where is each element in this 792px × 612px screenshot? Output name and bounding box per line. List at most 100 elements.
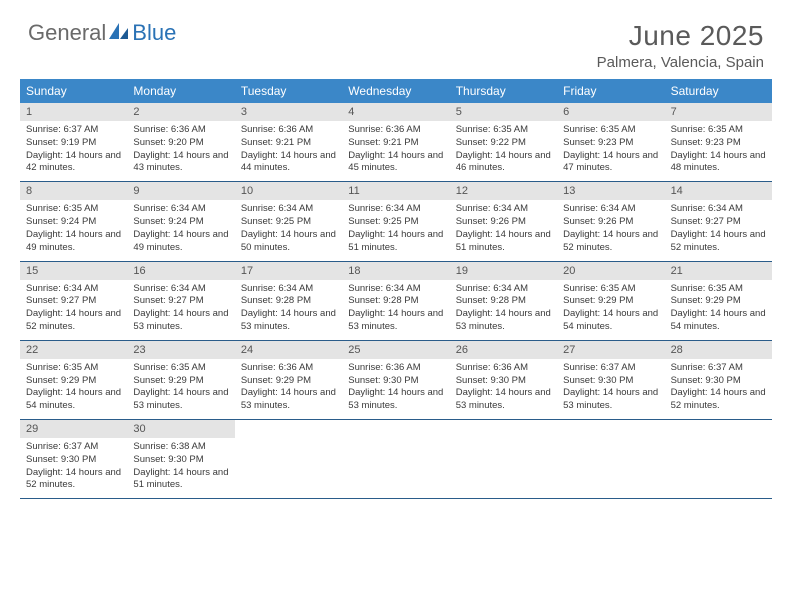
day-body: Sunrise: 6:37 AMSunset: 9:30 PMDaylight:… [665, 359, 772, 419]
day-sunrise: Sunrise: 6:35 AM [26, 362, 121, 375]
day-body: Sunrise: 6:34 AMSunset: 9:27 PMDaylight:… [665, 200, 772, 260]
day-body: Sunrise: 6:38 AMSunset: 9:30 PMDaylight:… [127, 438, 234, 498]
day-cell: 7Sunrise: 6:35 AMSunset: 9:23 PMDaylight… [665, 103, 772, 181]
day-number: 24 [235, 341, 342, 359]
day-sunrise: Sunrise: 6:34 AM [563, 203, 658, 216]
day-body: Sunrise: 6:34 AMSunset: 9:28 PMDaylight:… [235, 280, 342, 340]
day-sunset: Sunset: 9:29 PM [26, 375, 121, 388]
day-sunrise: Sunrise: 6:36 AM [241, 124, 336, 137]
day-sunset: Sunset: 9:27 PM [671, 216, 766, 229]
day-body: Sunrise: 6:35 AMSunset: 9:24 PMDaylight:… [20, 200, 127, 260]
day-daylight: Daylight: 14 hours and 51 minutes. [456, 229, 551, 255]
day-body: Sunrise: 6:34 AMSunset: 9:28 PMDaylight:… [450, 280, 557, 340]
day-body: Sunrise: 6:36 AMSunset: 9:29 PMDaylight:… [235, 359, 342, 419]
day-daylight: Daylight: 14 hours and 53 minutes. [241, 387, 336, 413]
day-number: 5 [450, 103, 557, 121]
day-body: Sunrise: 6:34 AMSunset: 9:27 PMDaylight:… [20, 280, 127, 340]
day-number: 14 [665, 182, 772, 200]
location-text: Palmera, Valencia, Spain [597, 54, 764, 71]
day-cell: 9Sunrise: 6:34 AMSunset: 9:24 PMDaylight… [127, 182, 234, 260]
day-sunrise: Sunrise: 6:34 AM [133, 203, 228, 216]
day-sunset: Sunset: 9:23 PM [671, 137, 766, 150]
day-daylight: Daylight: 14 hours and 54 minutes. [26, 387, 121, 413]
day-body: Sunrise: 6:37 AMSunset: 9:30 PMDaylight:… [20, 438, 127, 498]
day-body: Sunrise: 6:34 AMSunset: 9:25 PMDaylight:… [235, 200, 342, 260]
day-sunset: Sunset: 9:30 PM [671, 375, 766, 388]
day-cell: 10Sunrise: 6:34 AMSunset: 9:25 PMDayligh… [235, 182, 342, 260]
day-cell [342, 420, 449, 498]
day-daylight: Daylight: 14 hours and 52 minutes. [671, 387, 766, 413]
day-sunrise: Sunrise: 6:35 AM [563, 124, 658, 137]
day-sunrise: Sunrise: 6:34 AM [26, 283, 121, 296]
day-cell [450, 420, 557, 498]
day-sunset: Sunset: 9:27 PM [26, 295, 121, 308]
day-sunset: Sunset: 9:21 PM [241, 137, 336, 150]
day-daylight: Daylight: 14 hours and 53 minutes. [563, 387, 658, 413]
day-cell [557, 420, 664, 498]
day-sunrise: Sunrise: 6:34 AM [456, 283, 551, 296]
day-daylight: Daylight: 14 hours and 45 minutes. [348, 150, 443, 176]
day-daylight: Daylight: 14 hours and 51 minutes. [348, 229, 443, 255]
day-number: 27 [557, 341, 664, 359]
day-number: 13 [557, 182, 664, 200]
day-sunrise: Sunrise: 6:37 AM [26, 124, 121, 137]
day-sunset: Sunset: 9:28 PM [456, 295, 551, 308]
day-sunset: Sunset: 9:30 PM [563, 375, 658, 388]
day-cell: 28Sunrise: 6:37 AMSunset: 9:30 PMDayligh… [665, 341, 772, 419]
logo-text-part2: Blue [132, 20, 176, 46]
day-daylight: Daylight: 14 hours and 52 minutes. [26, 467, 121, 493]
day-sunset: Sunset: 9:26 PM [563, 216, 658, 229]
day-number: 4 [342, 103, 449, 121]
day-body: Sunrise: 6:34 AMSunset: 9:24 PMDaylight:… [127, 200, 234, 260]
day-daylight: Daylight: 14 hours and 46 minutes. [456, 150, 551, 176]
day-sunrise: Sunrise: 6:37 AM [563, 362, 658, 375]
day-body: Sunrise: 6:35 AMSunset: 9:29 PMDaylight:… [557, 280, 664, 340]
day-daylight: Daylight: 14 hours and 52 minutes. [671, 229, 766, 255]
day-sunrise: Sunrise: 6:34 AM [241, 283, 336, 296]
day-number: 3 [235, 103, 342, 121]
day-sunrise: Sunrise: 6:35 AM [456, 124, 551, 137]
day-daylight: Daylight: 14 hours and 49 minutes. [26, 229, 121, 255]
day-sunset: Sunset: 9:28 PM [348, 295, 443, 308]
weekday-header: Friday [557, 79, 664, 103]
day-body: Sunrise: 6:35 AMSunset: 9:29 PMDaylight:… [20, 359, 127, 419]
week-row: 8Sunrise: 6:35 AMSunset: 9:24 PMDaylight… [20, 182, 772, 261]
day-number: 18 [342, 262, 449, 280]
day-number: 17 [235, 262, 342, 280]
day-number: 22 [20, 341, 127, 359]
day-sunset: Sunset: 9:19 PM [26, 137, 121, 150]
day-body: Sunrise: 6:36 AMSunset: 9:21 PMDaylight:… [235, 121, 342, 181]
day-body: Sunrise: 6:36 AMSunset: 9:30 PMDaylight:… [450, 359, 557, 419]
day-sunrise: Sunrise: 6:34 AM [133, 283, 228, 296]
day-cell: 25Sunrise: 6:36 AMSunset: 9:30 PMDayligh… [342, 341, 449, 419]
day-cell: 16Sunrise: 6:34 AMSunset: 9:27 PMDayligh… [127, 262, 234, 340]
day-number: 2 [127, 103, 234, 121]
day-cell [665, 420, 772, 498]
day-number: 20 [557, 262, 664, 280]
day-body: Sunrise: 6:36 AMSunset: 9:21 PMDaylight:… [342, 121, 449, 181]
day-sunrise: Sunrise: 6:36 AM [348, 124, 443, 137]
logo-sail-icon [108, 21, 130, 46]
day-number: 7 [665, 103, 772, 121]
day-cell: 24Sunrise: 6:36 AMSunset: 9:29 PMDayligh… [235, 341, 342, 419]
day-sunrise: Sunrise: 6:34 AM [671, 203, 766, 216]
day-cell: 6Sunrise: 6:35 AMSunset: 9:23 PMDaylight… [557, 103, 664, 181]
day-sunrise: Sunrise: 6:37 AM [671, 362, 766, 375]
weekday-header: Thursday [450, 79, 557, 103]
day-sunset: Sunset: 9:30 PM [133, 454, 228, 467]
day-sunset: Sunset: 9:29 PM [671, 295, 766, 308]
day-body: Sunrise: 6:37 AMSunset: 9:30 PMDaylight:… [557, 359, 664, 419]
day-sunset: Sunset: 9:29 PM [133, 375, 228, 388]
weekday-header: Wednesday [342, 79, 449, 103]
day-body: Sunrise: 6:36 AMSunset: 9:20 PMDaylight:… [127, 121, 234, 181]
day-daylight: Daylight: 14 hours and 54 minutes. [563, 308, 658, 334]
day-number: 29 [20, 420, 127, 438]
day-daylight: Daylight: 14 hours and 42 minutes. [26, 150, 121, 176]
day-sunrise: Sunrise: 6:35 AM [671, 124, 766, 137]
day-cell: 11Sunrise: 6:34 AMSunset: 9:25 PMDayligh… [342, 182, 449, 260]
day-cell: 26Sunrise: 6:36 AMSunset: 9:30 PMDayligh… [450, 341, 557, 419]
day-sunrise: Sunrise: 6:34 AM [456, 203, 551, 216]
day-sunrise: Sunrise: 6:36 AM [456, 362, 551, 375]
day-sunset: Sunset: 9:23 PM [563, 137, 658, 150]
day-sunset: Sunset: 9:30 PM [26, 454, 121, 467]
